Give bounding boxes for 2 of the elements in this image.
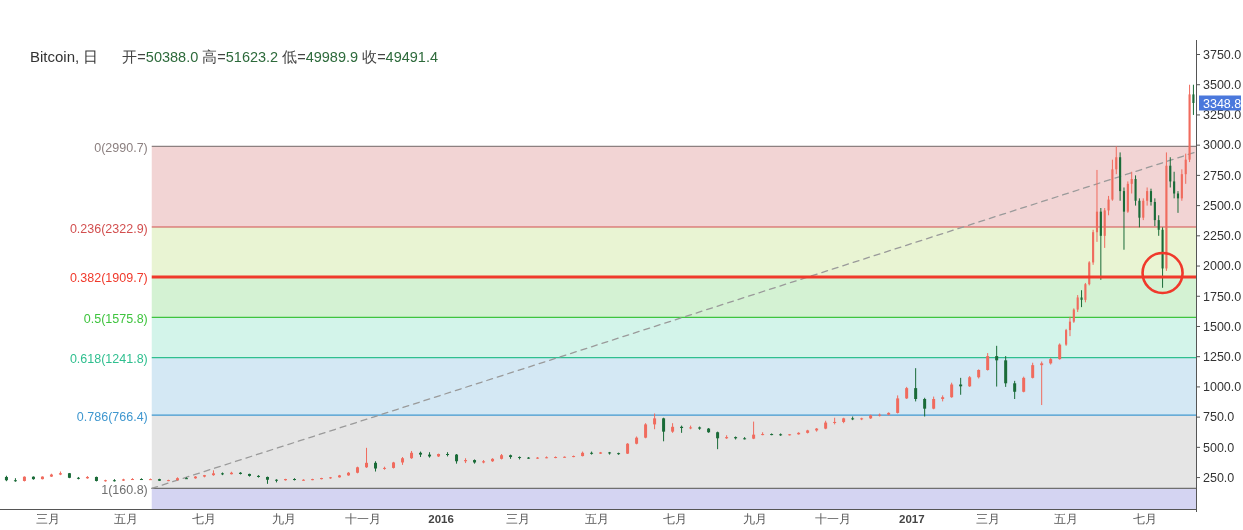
subtitle: 开=50388.0 高=51623.2 低=49989.9 收=49491.4: [122, 49, 438, 65]
title: Bitcoin, 日: [30, 48, 99, 65]
